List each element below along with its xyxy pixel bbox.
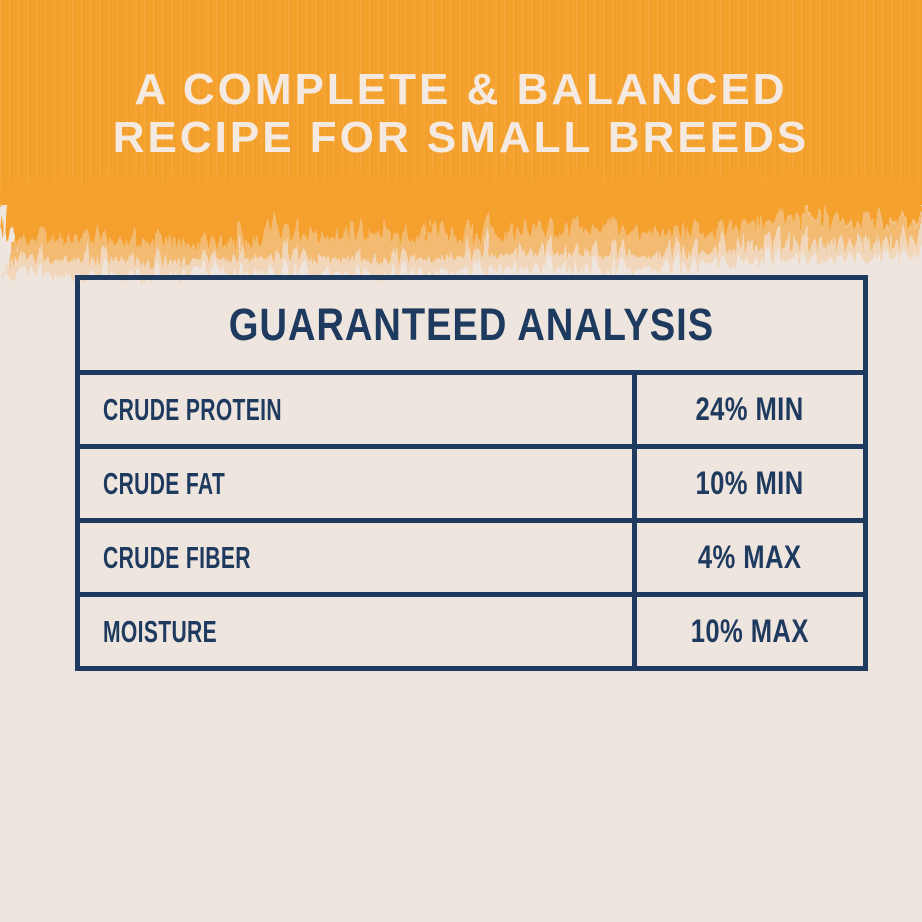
table-row: MOISTURE 10% MAX <box>80 592 863 666</box>
row-value-cell: 10% MAX <box>632 597 863 666</box>
row-value-cell: 4% MAX <box>632 523 863 592</box>
nutrient-label: CRUDE FAT <box>103 465 226 501</box>
row-value-cell: 10% MIN <box>632 449 863 518</box>
row-value-cell: 24% MIN <box>632 375 863 444</box>
banner-heading: A COMPLETE & BALANCED RECIPE FOR SMALL B… <box>0 66 922 162</box>
nutrient-label: MOISTURE <box>103 613 217 649</box>
nutrient-value: 4% MAX <box>698 539 802 575</box>
nutrient-label: CRUDE PROTEIN <box>103 391 282 427</box>
guaranteed-analysis-table: GUARANTEED ANALYSIS CRUDE PROTEIN 24% MI… <box>75 275 868 671</box>
nutrient-value: 10% MIN <box>695 465 805 501</box>
banner-heading-line2: RECIPE FOR SMALL BREEDS <box>112 113 810 162</box>
row-label-cell: CRUDE FAT <box>80 449 632 518</box>
table-title: GUARANTEED ANALYSIS <box>228 299 715 350</box>
banner-heading-line1: A COMPLETE & BALANCED <box>134 65 788 114</box>
nutrient-value: 10% MAX <box>690 613 810 649</box>
table-title-row: GUARANTEED ANALYSIS <box>80 280 863 375</box>
row-label-cell: MOISTURE <box>80 597 632 666</box>
row-label-cell: CRUDE PROTEIN <box>80 375 632 444</box>
nutrient-value: 24% MIN <box>695 391 805 427</box>
nutrient-label: CRUDE FIBER <box>103 539 251 575</box>
row-label-cell: CRUDE FIBER <box>80 523 632 592</box>
table-row: CRUDE PROTEIN 24% MIN <box>80 375 863 444</box>
table-row: CRUDE FAT 10% MIN <box>80 444 863 518</box>
table-row: CRUDE FIBER 4% MAX <box>80 518 863 592</box>
